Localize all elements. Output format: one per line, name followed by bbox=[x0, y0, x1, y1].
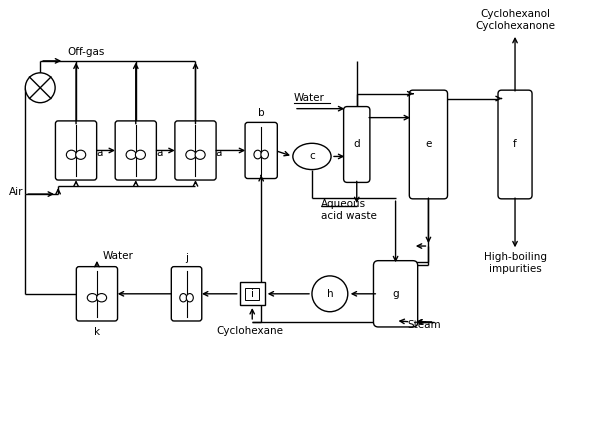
FancyBboxPatch shape bbox=[344, 107, 370, 182]
Text: Aqueous
acid waste: Aqueous acid waste bbox=[321, 199, 377, 221]
Text: g: g bbox=[392, 289, 399, 299]
Text: Cyclohexane: Cyclohexane bbox=[216, 326, 284, 337]
Text: c: c bbox=[309, 151, 315, 162]
Ellipse shape bbox=[186, 294, 193, 302]
Circle shape bbox=[25, 73, 55, 103]
Text: j: j bbox=[185, 253, 188, 264]
Text: k: k bbox=[94, 327, 100, 337]
Text: Steam: Steam bbox=[407, 320, 441, 331]
Text: Off-gas: Off-gas bbox=[67, 47, 104, 57]
Bar bbox=[240, 283, 265, 305]
Text: e: e bbox=[425, 139, 431, 150]
Text: i: i bbox=[251, 289, 254, 299]
FancyBboxPatch shape bbox=[498, 90, 532, 199]
Ellipse shape bbox=[186, 150, 196, 159]
Text: Cyclohexanol
Cyclohexanone: Cyclohexanol Cyclohexanone bbox=[475, 8, 555, 31]
Text: h: h bbox=[327, 289, 333, 299]
Text: a: a bbox=[156, 148, 162, 159]
Text: d: d bbox=[353, 139, 360, 150]
Bar bbox=[245, 288, 259, 300]
Text: b: b bbox=[258, 108, 264, 118]
Ellipse shape bbox=[261, 150, 268, 159]
Ellipse shape bbox=[254, 150, 261, 159]
Ellipse shape bbox=[195, 150, 205, 159]
Ellipse shape bbox=[67, 150, 76, 159]
FancyBboxPatch shape bbox=[245, 122, 278, 178]
Ellipse shape bbox=[96, 294, 107, 302]
FancyBboxPatch shape bbox=[76, 266, 118, 321]
Ellipse shape bbox=[135, 150, 145, 159]
Ellipse shape bbox=[87, 294, 98, 302]
Ellipse shape bbox=[76, 150, 85, 159]
FancyBboxPatch shape bbox=[55, 121, 96, 180]
Ellipse shape bbox=[126, 150, 136, 159]
Text: Air: Air bbox=[9, 187, 24, 197]
Text: Water: Water bbox=[103, 251, 134, 261]
Circle shape bbox=[312, 276, 348, 312]
Text: Water: Water bbox=[294, 93, 325, 103]
FancyBboxPatch shape bbox=[175, 121, 216, 180]
Text: f: f bbox=[513, 139, 517, 150]
Text: a: a bbox=[96, 148, 103, 159]
Ellipse shape bbox=[293, 143, 331, 170]
FancyBboxPatch shape bbox=[171, 266, 202, 321]
Text: a: a bbox=[216, 148, 222, 159]
FancyBboxPatch shape bbox=[373, 261, 418, 327]
Ellipse shape bbox=[180, 294, 187, 302]
FancyBboxPatch shape bbox=[115, 121, 156, 180]
FancyBboxPatch shape bbox=[409, 90, 448, 199]
Text: High-boiling
impurities: High-boiling impurities bbox=[484, 252, 547, 275]
